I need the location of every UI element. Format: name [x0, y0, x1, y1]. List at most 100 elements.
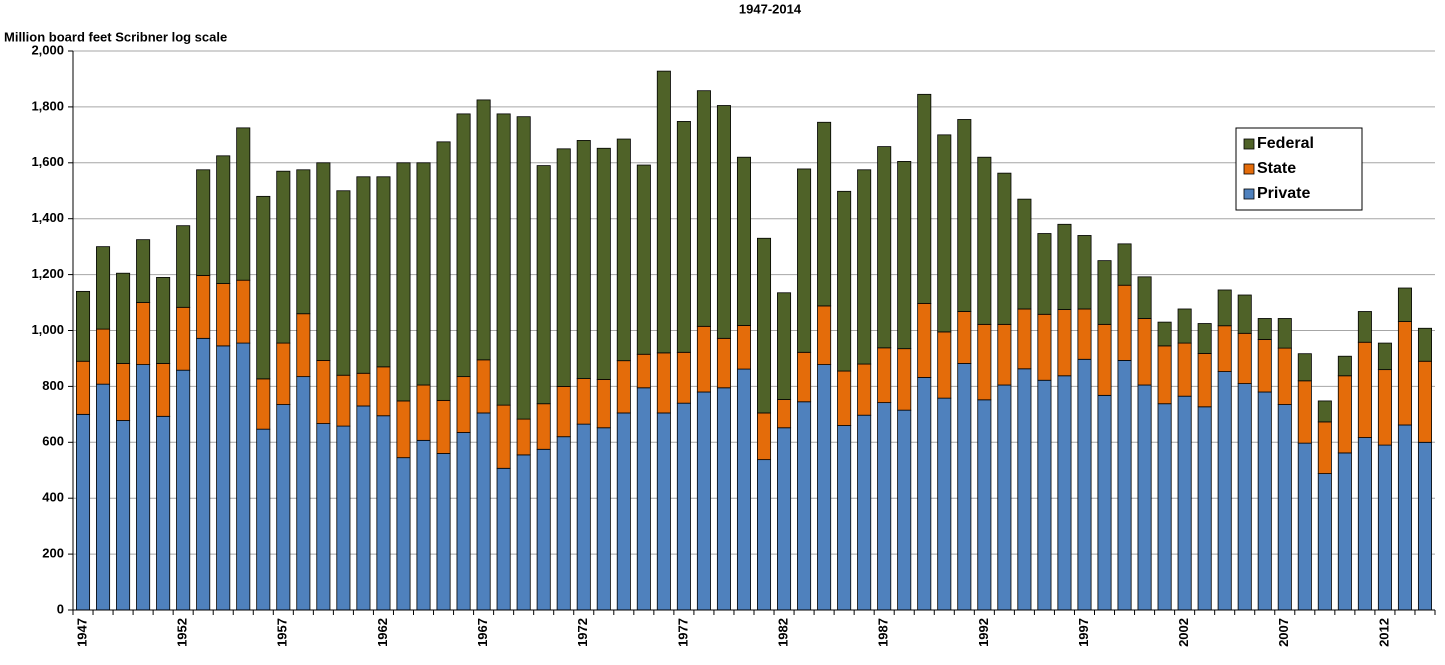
bar-segment	[276, 170, 291, 344]
bar-segment	[736, 156, 751, 326]
bar-segment	[837, 190, 852, 372]
bar-segment	[336, 425, 351, 611]
bar-segment	[937, 134, 952, 333]
bar-segment	[1277, 318, 1292, 349]
bar-segment	[716, 387, 731, 611]
bar-segment	[837, 425, 852, 611]
y-tick-label: 1,400	[31, 210, 64, 225]
bar-segment	[757, 459, 772, 611]
bar-segment	[356, 405, 371, 611]
x-tick-label: 1952	[175, 618, 190, 647]
x-tick-label: 1987	[876, 618, 891, 647]
bar-segment	[616, 138, 631, 362]
bar-segment	[556, 385, 571, 438]
bar-segment	[1117, 360, 1132, 611]
x-tick-label: 2012	[1376, 618, 1391, 647]
bar-segment	[316, 360, 331, 424]
legend-label: Private	[1257, 185, 1310, 202]
bar-segment	[456, 376, 471, 433]
bar-segment	[276, 404, 291, 611]
bar-segment	[1017, 198, 1032, 310]
bar-segment	[1417, 327, 1432, 362]
bar-segment	[596, 427, 611, 611]
bar-segment	[496, 467, 511, 611]
bar-segment	[1317, 421, 1332, 475]
bar-segment	[556, 148, 571, 387]
bar-segment	[416, 439, 431, 611]
bar-segment	[1257, 391, 1272, 611]
bar-segment	[1297, 380, 1312, 444]
bar-segment	[156, 415, 171, 611]
bar-segment	[817, 121, 832, 307]
bar-segment	[516, 418, 531, 456]
bar-segment	[877, 402, 892, 611]
bar-segment	[1037, 313, 1052, 381]
bar-segment	[216, 345, 231, 611]
bar-segment	[276, 342, 291, 405]
bar-segment	[1297, 353, 1312, 382]
y-tick-label: 0	[57, 601, 64, 616]
bar-segment	[416, 384, 431, 441]
bar-segment	[556, 436, 571, 611]
bar-segment	[1037, 233, 1052, 315]
bar-segment	[1217, 325, 1232, 372]
bar-segment	[997, 172, 1012, 325]
bar-segment	[716, 105, 731, 339]
bar-segment	[676, 402, 691, 611]
bar-segment	[897, 348, 912, 411]
bar-segment	[857, 363, 872, 416]
bar-segment	[937, 331, 952, 399]
bar-segment	[116, 363, 131, 421]
bar-segment	[216, 283, 231, 347]
x-tick-label: 1977	[675, 618, 690, 647]
bar-segment	[857, 169, 872, 365]
bar-segment	[1257, 339, 1272, 393]
bar-segment	[1417, 441, 1432, 611]
bar-segment	[1357, 341, 1372, 438]
bar-segment	[1197, 406, 1212, 611]
bar-segment	[116, 272, 131, 364]
bar-segment	[676, 351, 691, 404]
bar-segment	[116, 420, 131, 611]
bar-segment	[1317, 400, 1332, 423]
bar-segment	[196, 169, 211, 276]
bar-segment	[877, 146, 892, 349]
bar-segment	[96, 246, 111, 330]
chart-title: 1947-2014	[739, 1, 802, 16]
bar-segment	[837, 370, 852, 426]
y-tick-label: 1,600	[31, 154, 64, 169]
bar-segment	[797, 351, 812, 403]
bar-segment	[356, 372, 371, 407]
bar-segment	[256, 378, 271, 430]
bar-segment	[1357, 437, 1372, 611]
bar-segment	[1017, 308, 1032, 370]
bar-segment	[1397, 287, 1412, 322]
bar-segment	[636, 353, 651, 389]
bar-segment	[817, 305, 832, 365]
bar-segment	[1337, 375, 1352, 454]
bar-segment	[897, 161, 912, 350]
bar-segment	[636, 387, 651, 611]
bar-segment	[456, 113, 471, 378]
legend-label: State	[1257, 160, 1296, 177]
bar-segment	[696, 391, 711, 611]
x-tick-label: 1992	[976, 618, 991, 647]
bar-segment	[1137, 318, 1152, 386]
bar-segment	[1217, 289, 1232, 327]
bar-segment	[917, 302, 932, 378]
x-tick-label: 1982	[775, 618, 790, 647]
bar-segment	[156, 363, 171, 417]
bar-segment	[1077, 235, 1092, 310]
bar-segment	[957, 363, 972, 611]
bar-segment	[436, 453, 451, 611]
bar-segment	[716, 337, 731, 389]
bar-segment	[176, 369, 191, 611]
x-tick-label: 1962	[375, 618, 390, 647]
bar-segment	[977, 323, 992, 401]
bar-segment	[376, 176, 391, 368]
bar-segment	[256, 195, 271, 380]
bar-segment	[1237, 383, 1252, 611]
bar-segment	[1297, 442, 1312, 611]
bar-segment	[1337, 355, 1352, 377]
bar-segment	[1337, 452, 1352, 611]
